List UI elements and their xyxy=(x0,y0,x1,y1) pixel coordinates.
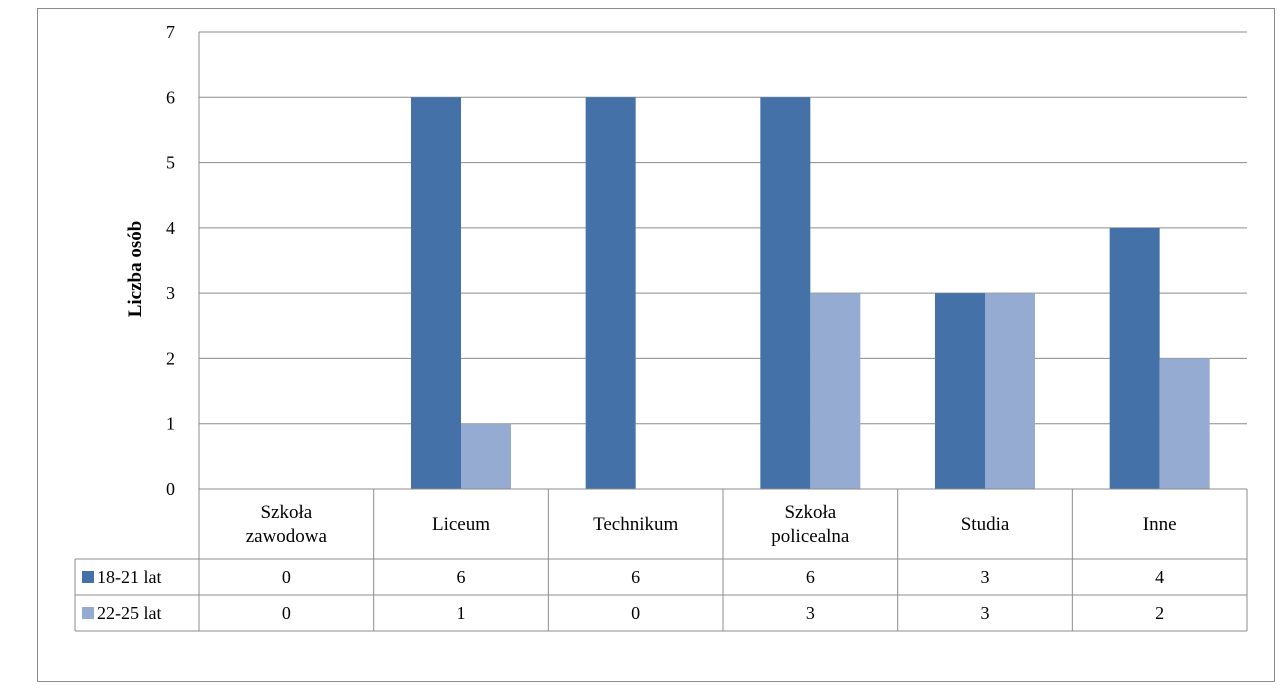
y-tick-label: 5 xyxy=(166,153,175,173)
y-tick-label: 7 xyxy=(166,22,175,42)
bar-series-1 xyxy=(935,293,985,489)
table-value: 0 xyxy=(282,603,291,623)
bar-series-1 xyxy=(1109,227,1160,489)
bar-series-2 xyxy=(1159,358,1210,489)
y-tick-label: 3 xyxy=(166,283,175,303)
bar-series-2 xyxy=(810,293,861,489)
category-label: Szkoła xyxy=(260,502,312,523)
bar-series-1 xyxy=(411,97,461,490)
table-value: 0 xyxy=(282,567,291,587)
category-label: Liceum xyxy=(432,514,490,535)
table-value: 3 xyxy=(806,603,815,623)
y-tick-label: 0 xyxy=(166,479,175,499)
category-label: Technikum xyxy=(593,514,678,535)
table-value: 4 xyxy=(1155,567,1164,587)
y-tick-label: 6 xyxy=(166,87,175,107)
category-label: Studia xyxy=(961,514,1010,535)
gridlines xyxy=(199,31,1247,425)
table-value: 0 xyxy=(631,603,640,623)
table-value: 3 xyxy=(981,567,990,587)
legend-swatch xyxy=(82,607,94,619)
legend-label: 22-25 lat xyxy=(97,603,162,623)
bar-series-2 xyxy=(461,423,511,489)
category-label: Szkoła xyxy=(784,502,836,523)
category-label: Inne xyxy=(1143,514,1177,535)
table-value: 1 xyxy=(457,603,466,623)
bar-series-1 xyxy=(585,97,636,490)
legend-swatch xyxy=(82,571,94,583)
table-value: 3 xyxy=(981,603,990,623)
table-value: 2 xyxy=(1155,603,1164,623)
table-value: 6 xyxy=(457,567,466,587)
table-value: 6 xyxy=(806,567,815,587)
data-table: Szkoła zawodowa Liceum Technikum Szkoła polic… xyxy=(74,488,1248,632)
table-value: 6 xyxy=(631,567,640,587)
y-axis-label: Liczba osób xyxy=(125,221,146,318)
y-tick-label: 1 xyxy=(166,414,175,434)
y-tick-label: 4 xyxy=(166,218,175,238)
legend-label: 18-21 lat xyxy=(97,567,162,587)
y-tick-label: 2 xyxy=(166,348,175,368)
category-label: zawodowa xyxy=(246,526,328,547)
bar-series-2 xyxy=(985,293,1035,489)
bars xyxy=(411,97,1210,490)
category-label: policealna xyxy=(771,526,850,547)
bar-series-1 xyxy=(760,97,811,490)
y-axis-ticks: 0 1 2 3 4 5 6 7 xyxy=(166,22,175,499)
